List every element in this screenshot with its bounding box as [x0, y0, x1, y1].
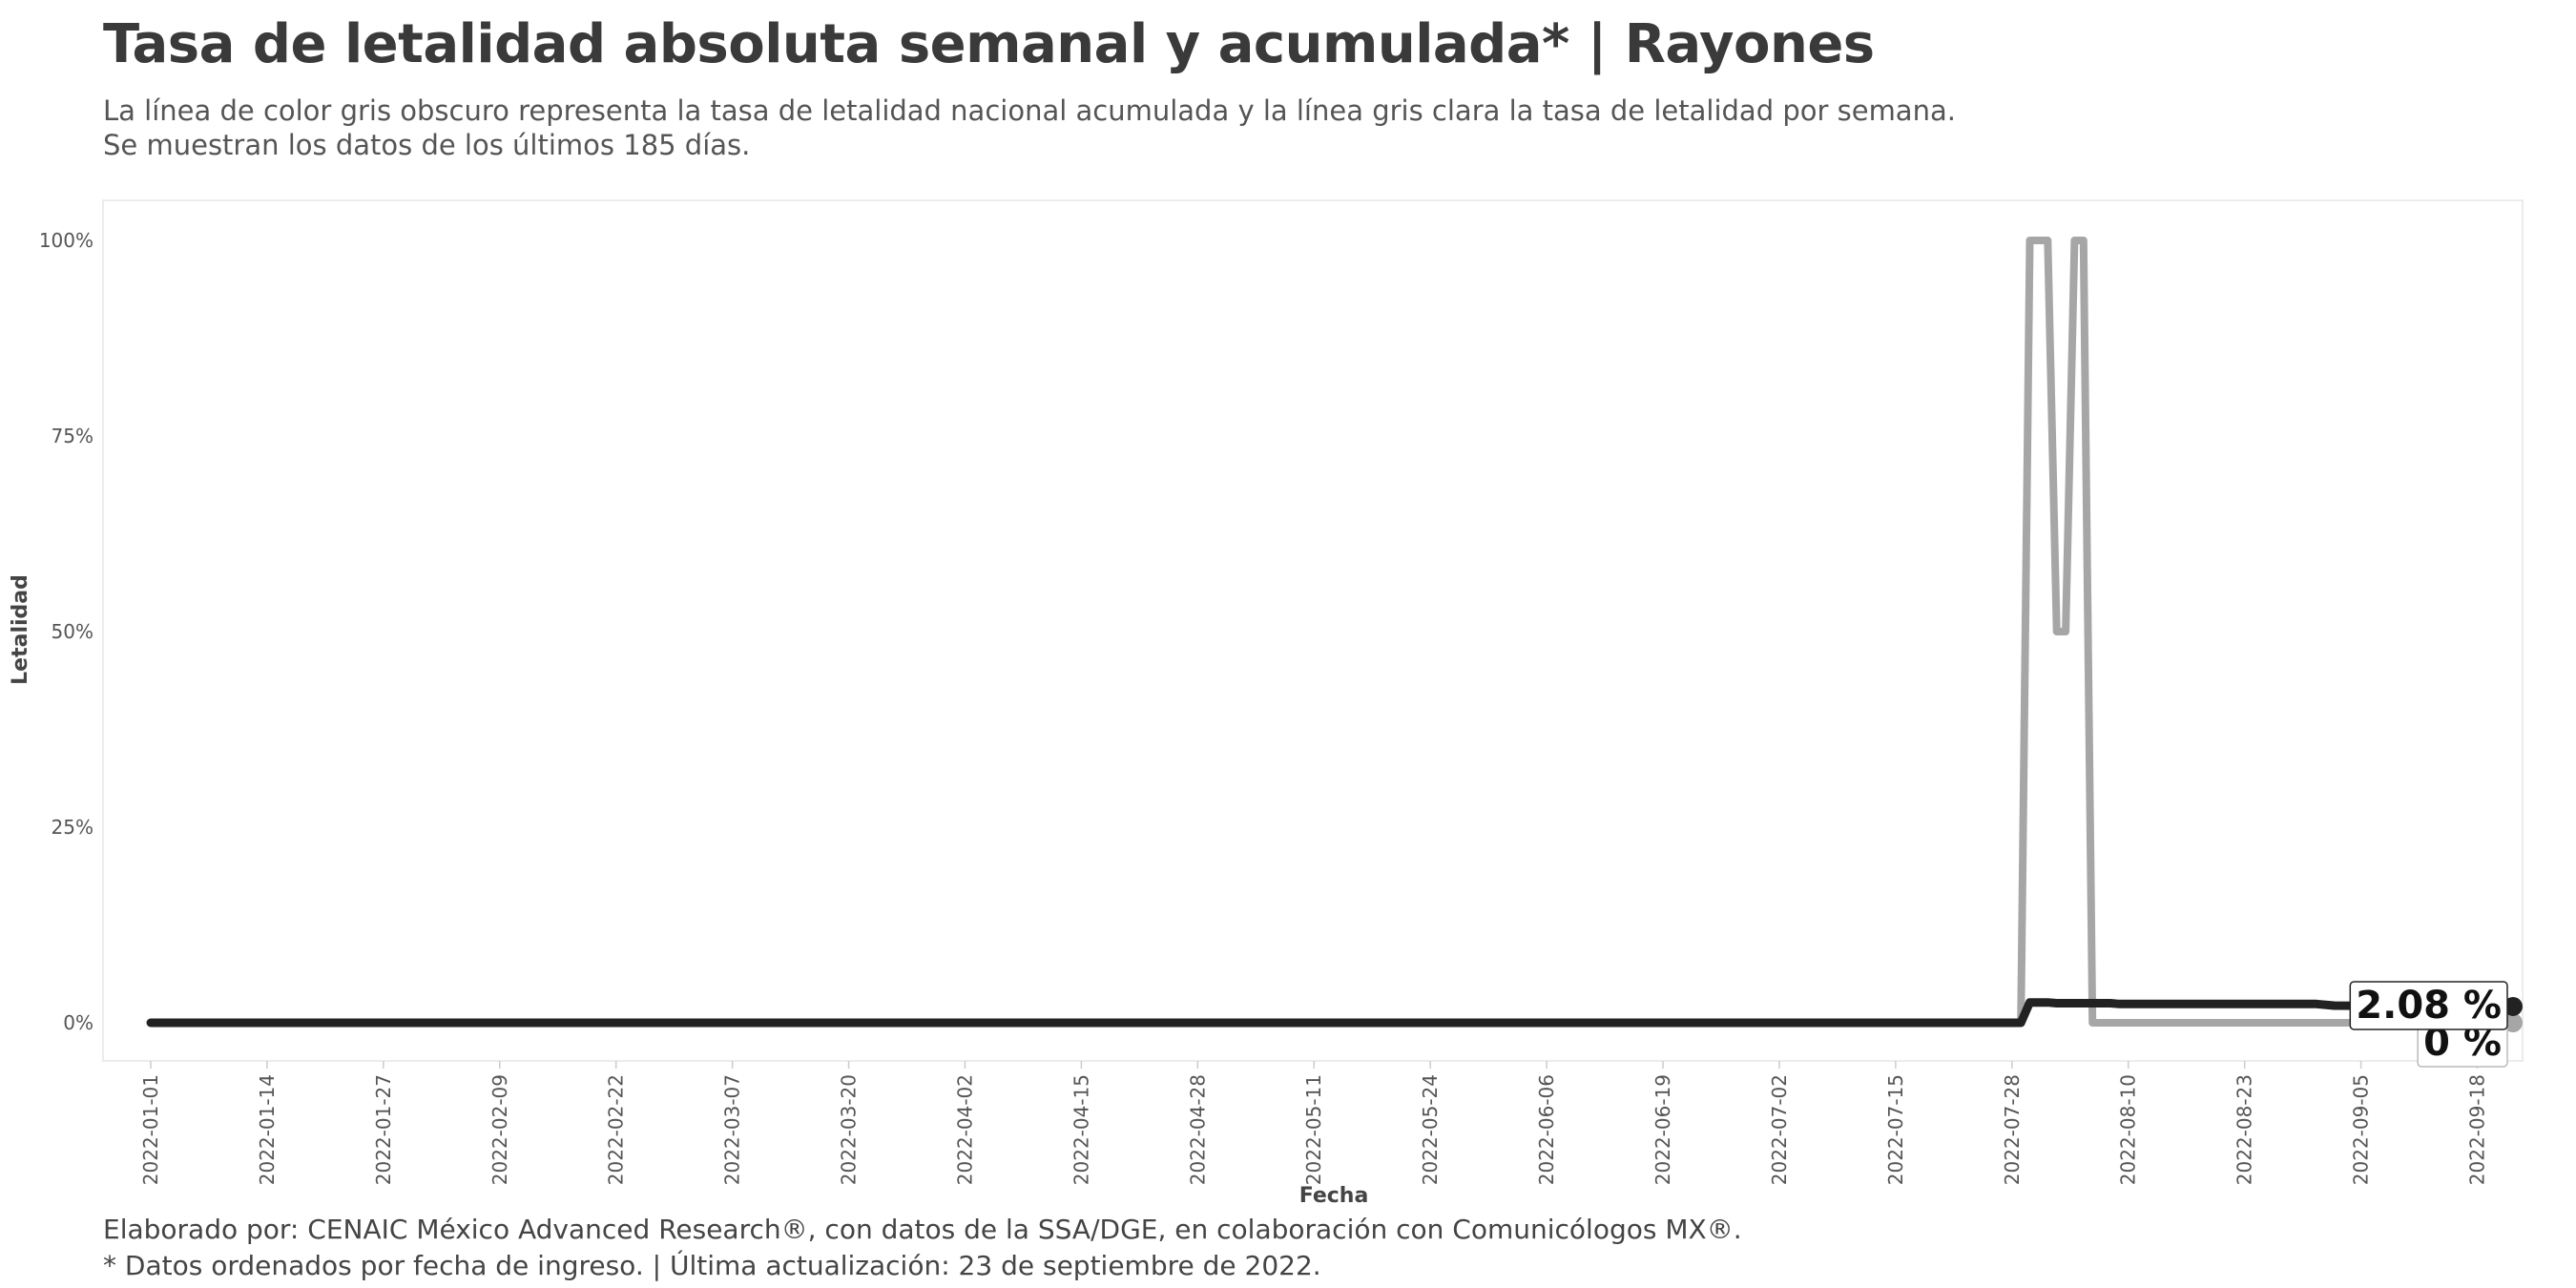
y-tick-label: 0% — [63, 1011, 93, 1034]
x-tick-label: 2022-08-23 — [2233, 1074, 2256, 1185]
accumulated-end-label: 2.08 % — [2349, 981, 2508, 1030]
x-tick-label: 2022-08-10 — [2117, 1074, 2140, 1185]
x-tick-label: 2022-09-05 — [2350, 1074, 2373, 1185]
subtitle-line-1: La línea de color gris obscuro represent… — [103, 94, 1956, 127]
x-tick-label: 2022-03-07 — [721, 1074, 744, 1185]
x-tick-label: 2022-03-20 — [838, 1074, 861, 1185]
x-tick-label: 2022-07-15 — [1884, 1074, 1907, 1185]
x-tick-label: 2022-07-02 — [1768, 1074, 1791, 1185]
caption-line-1: Elaborado por: CENAIC México Advanced Re… — [103, 1214, 1742, 1245]
y-axis-title: Letalidad — [9, 574, 32, 685]
accumulated-end-label-text: 2.08 % — [2356, 984, 2502, 1028]
x-tick-label: 2022-02-22 — [605, 1074, 628, 1185]
x-tick-label: 2022-09-18 — [2465, 1074, 2488, 1185]
x-axis-title: Fecha — [1299, 1184, 1369, 1208]
y-tick-label: 50% — [52, 620, 93, 643]
series-lines — [146, 237, 2523, 1032]
x-tick-label: 2022-05-11 — [1302, 1074, 1325, 1185]
x-tick-label: 2022-04-15 — [1070, 1074, 1092, 1185]
accumulated-end-label-box — [2349, 981, 2508, 1030]
plot-panel — [102, 199, 2524, 1062]
y-tick-label: 25% — [52, 816, 93, 839]
x-tick-label: 2022-04-28 — [1186, 1074, 1209, 1185]
subtitle-line-2: Se muestran los datos de los últimos 185… — [103, 129, 751, 161]
chart-title: Tasa de letalidad absoluta semanal y acu… — [103, 13, 1875, 75]
caption-line-2: * Datos ordenados por fecha de ingreso. … — [103, 1250, 1321, 1281]
x-tick-label: 2022-06-06 — [1535, 1074, 1558, 1185]
chart-caption: Elaborado por: CENAIC México Advanced Re… — [103, 1212, 1742, 1284]
x-tick-label: 2022-01-27 — [372, 1074, 395, 1185]
y-axis-ticks: 0% 25% 50% 75% 100% — [39, 229, 93, 1034]
x-tick-label: 2022-07-28 — [2001, 1074, 2024, 1185]
x-tick-label: 2022-05-24 — [1419, 1074, 1442, 1185]
end-labels: 0 %2.08 % — [2349, 981, 2508, 1068]
accumulated-end-point — [2503, 996, 2523, 1016]
x-tick-label: 2022-04-02 — [953, 1074, 976, 1185]
x-tick-label: 2022-06-19 — [1652, 1074, 1674, 1185]
x-tick-label: 2022-02-09 — [488, 1074, 511, 1185]
chart-subtitle: La línea de color gris obscuro represent… — [103, 93, 1956, 162]
weekly-series-line — [147, 237, 2517, 1027]
y-tick-label: 100% — [39, 229, 93, 252]
weekly-end-point — [2503, 1013, 2523, 1032]
x-tick-label: 2022-01-01 — [139, 1074, 162, 1185]
x-tick-label: 2022-01-14 — [256, 1074, 279, 1185]
accumulated-series-line — [146, 998, 2518, 1028]
x-axis-ticks: 2022-01-01 2022-01-14 2022-01-27 2022-02-09… — [139, 1061, 2488, 1185]
y-tick-label: 75% — [52, 425, 93, 447]
